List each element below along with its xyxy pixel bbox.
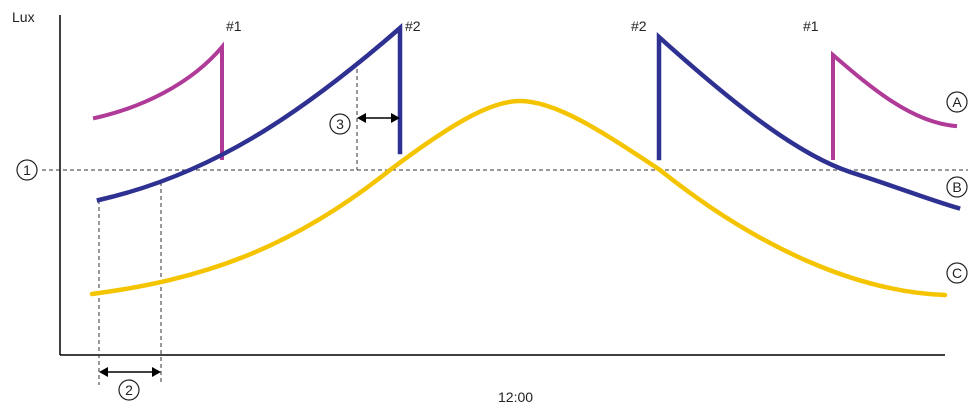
sensor-label-b-left: #1 <box>226 18 242 34</box>
curve-b-left <box>96 23 403 203</box>
setpoint-marker-label: 1 <box>23 162 31 178</box>
curve-a-left <box>92 41 224 160</box>
sensor-label-a-left: #2 <box>405 18 421 34</box>
delay-marker: 2 <box>118 379 140 401</box>
curve-label-b-circle <box>946 176 968 198</box>
curve-label-b-text: B <box>952 179 961 195</box>
curve-label-c: C <box>946 262 968 284</box>
delay-marker-circle <box>118 379 140 401</box>
curve-a-right <box>831 50 958 160</box>
delay-arrow-right-head <box>152 367 161 377</box>
ramp-marker-label: 3 <box>336 116 344 132</box>
sensor-label-b-right: #1 <box>803 18 819 34</box>
curve-label-a: A <box>946 91 968 113</box>
curve-label-b: B <box>946 176 968 198</box>
delay-marker-label: 2 <box>125 382 133 398</box>
ramp-arrow-right-head <box>391 113 400 123</box>
ramp-marker: 3 <box>329 113 351 135</box>
y-axis-label: Lux <box>12 9 35 25</box>
delay-arrow-left-head <box>99 367 108 377</box>
curve-label-c-circle <box>946 262 968 284</box>
ramp-marker-circle <box>329 113 351 135</box>
sensor-label-a-right: #2 <box>631 18 647 34</box>
setpoint-marker-circle <box>16 159 38 181</box>
setpoint-marker: 1 <box>16 159 38 181</box>
curve-label-a-circle <box>946 91 968 113</box>
curve-label-c-text: C <box>952 265 962 281</box>
ramp-arrow-left-head <box>357 113 366 123</box>
curve-b-right <box>656 31 961 211</box>
curve-c <box>89 98 948 298</box>
time-label: 12:00 <box>498 389 533 405</box>
curve-label-a-text: A <box>952 94 962 110</box>
